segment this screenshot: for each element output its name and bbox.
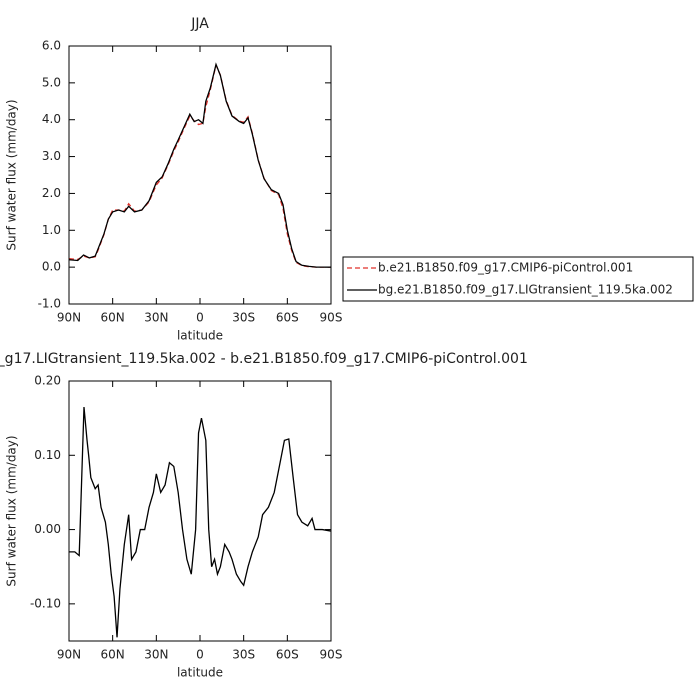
x-tick-label: 90N <box>57 311 81 325</box>
legend-label: b.e21.B1850.f09_g17.CMIP6-piControl.001 <box>378 261 633 275</box>
panel: JJA Surf water flux (mm/day) latitude 90N 60… <box>5 16 694 343</box>
y-tick-label: 5.0 <box>42 75 61 89</box>
x-tick-label: 30N <box>144 311 168 325</box>
x-tick-label: 30S <box>232 311 255 325</box>
y-tick-label: 1.0 <box>42 223 61 237</box>
x-axis-label: latitude <box>177 666 223 680</box>
y-tick-label: 0.20 <box>34 374 61 388</box>
x-axis-label: latitude <box>177 329 223 343</box>
x-tick-label: 90S <box>320 648 343 662</box>
y-tick-label: 2.0 <box>42 186 61 200</box>
x-tick-label: 30N <box>144 648 168 662</box>
data-line <box>69 406 332 638</box>
chart-title: JJA <box>190 16 209 32</box>
y-axis-label: Surf water flux (mm/day) <box>5 435 19 586</box>
x-tick-label: 0 <box>196 311 204 325</box>
x-tick-label: 30S <box>232 648 255 662</box>
y-axis-label: Surf water flux (mm/day) <box>5 99 19 250</box>
x-tick-label: 60S <box>276 648 299 662</box>
data-line <box>68 63 331 268</box>
y-tick-label: 4.0 <box>42 112 61 126</box>
x-tick-label: 0 <box>196 648 204 662</box>
y-tick-label: 3.0 <box>42 149 61 163</box>
legend-label: bg.e21.B1850.f09_g17.LIGtransient_119.5k… <box>378 283 673 297</box>
plot-frame <box>68 380 332 642</box>
x-tick-label: 90N <box>57 648 81 662</box>
y-tick-label: 6.0 <box>42 39 61 53</box>
data-line <box>68 62 331 268</box>
panel: bg.e21.B1850.f09_g17.LIGtransient_119.5k… <box>0 351 528 680</box>
y-tick-label: 0.0 <box>42 260 61 274</box>
y-tick-label: 0.00 <box>34 522 61 536</box>
plot-frame <box>68 45 332 305</box>
x-tick-label: 60N <box>101 648 125 662</box>
x-tick-label: 60N <box>101 311 125 325</box>
y-tick-label: 0.10 <box>34 448 61 462</box>
x-tick-label: 90S <box>320 311 343 325</box>
chart-title: bg.e21.B1850.f09_g17.LIGtransient_119.5k… <box>0 351 528 367</box>
x-tick-label: 60S <box>276 311 299 325</box>
y-tick-label: -0.10 <box>30 596 61 610</box>
y-tick-label: -1.0 <box>38 297 61 311</box>
legend-box <box>342 256 694 302</box>
